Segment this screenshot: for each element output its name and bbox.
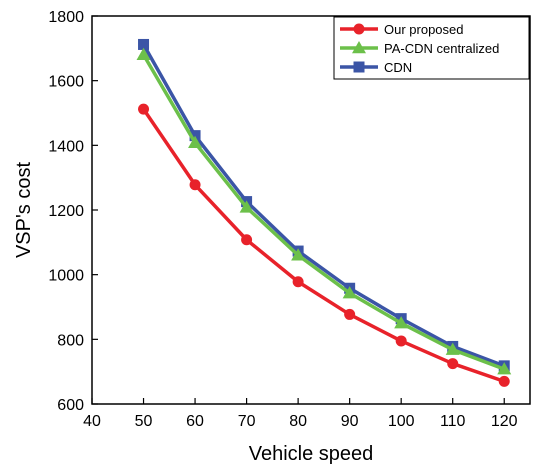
series-line xyxy=(142,108,505,384)
data-point xyxy=(394,316,409,329)
data-point xyxy=(344,308,356,320)
x-tick-label: 90 xyxy=(341,413,359,430)
data-point xyxy=(291,248,306,261)
y-tick-label: 600 xyxy=(57,397,84,414)
y-tick-label: 800 xyxy=(57,332,84,349)
legend-label: Our proposed xyxy=(384,22,464,37)
legend-entry: CDN xyxy=(340,60,412,75)
series-1 xyxy=(136,47,512,375)
x-tick-label: 60 xyxy=(186,413,204,430)
y-tick-label: 1000 xyxy=(48,268,84,285)
x-tick-label: 70 xyxy=(238,413,256,430)
data-point xyxy=(189,179,201,191)
y-tick-label: 1400 xyxy=(48,138,84,155)
x-tick-label: 40 xyxy=(83,413,101,430)
y-tick-label: 1800 xyxy=(48,9,84,26)
series-2 xyxy=(138,38,510,372)
x-axis-title: Vehicle speed xyxy=(249,443,374,465)
legend-entry: PA-CDN centralized xyxy=(340,41,499,56)
x-tick-label: 100 xyxy=(388,413,415,430)
legend: Our proposed PA-CDN centralized CDN xyxy=(333,16,530,80)
data-point xyxy=(497,362,512,375)
legend-marker xyxy=(352,41,366,54)
legend-label: CDN xyxy=(384,60,412,75)
x-tick-label: 110 xyxy=(440,413,466,430)
series-line xyxy=(142,43,505,368)
y-axis-title: VSP's cost xyxy=(13,162,35,259)
series-line xyxy=(142,53,505,371)
y-tick-label: 1200 xyxy=(48,203,84,220)
series-0 xyxy=(138,103,510,387)
data-point xyxy=(342,286,357,299)
legend-entry: Our proposed xyxy=(340,22,464,37)
legend-label: PA-CDN centralized xyxy=(384,41,499,56)
x-tick-label: 120 xyxy=(491,413,518,430)
data-point xyxy=(241,234,253,246)
data-point xyxy=(239,200,254,213)
x-tick-label: 80 xyxy=(289,413,307,430)
plot-marks xyxy=(136,38,512,387)
data-point xyxy=(138,103,150,115)
x-tick-label: 50 xyxy=(135,413,153,430)
data-point xyxy=(395,335,407,347)
data-point xyxy=(445,342,460,355)
data-point xyxy=(189,130,201,142)
axis-ticks: 40 50 60 70 80 90 100 110 120 600 800 1000 1200 1400 1… xyxy=(48,9,517,430)
data-point xyxy=(188,135,203,148)
y-tick-label: 1600 xyxy=(48,74,84,91)
data-point xyxy=(292,276,304,288)
legend-marker xyxy=(353,23,365,35)
data-point xyxy=(447,358,459,370)
data-point xyxy=(498,375,510,387)
data-point xyxy=(138,38,150,50)
legend-marker xyxy=(353,61,365,73)
data-point xyxy=(136,47,151,61)
